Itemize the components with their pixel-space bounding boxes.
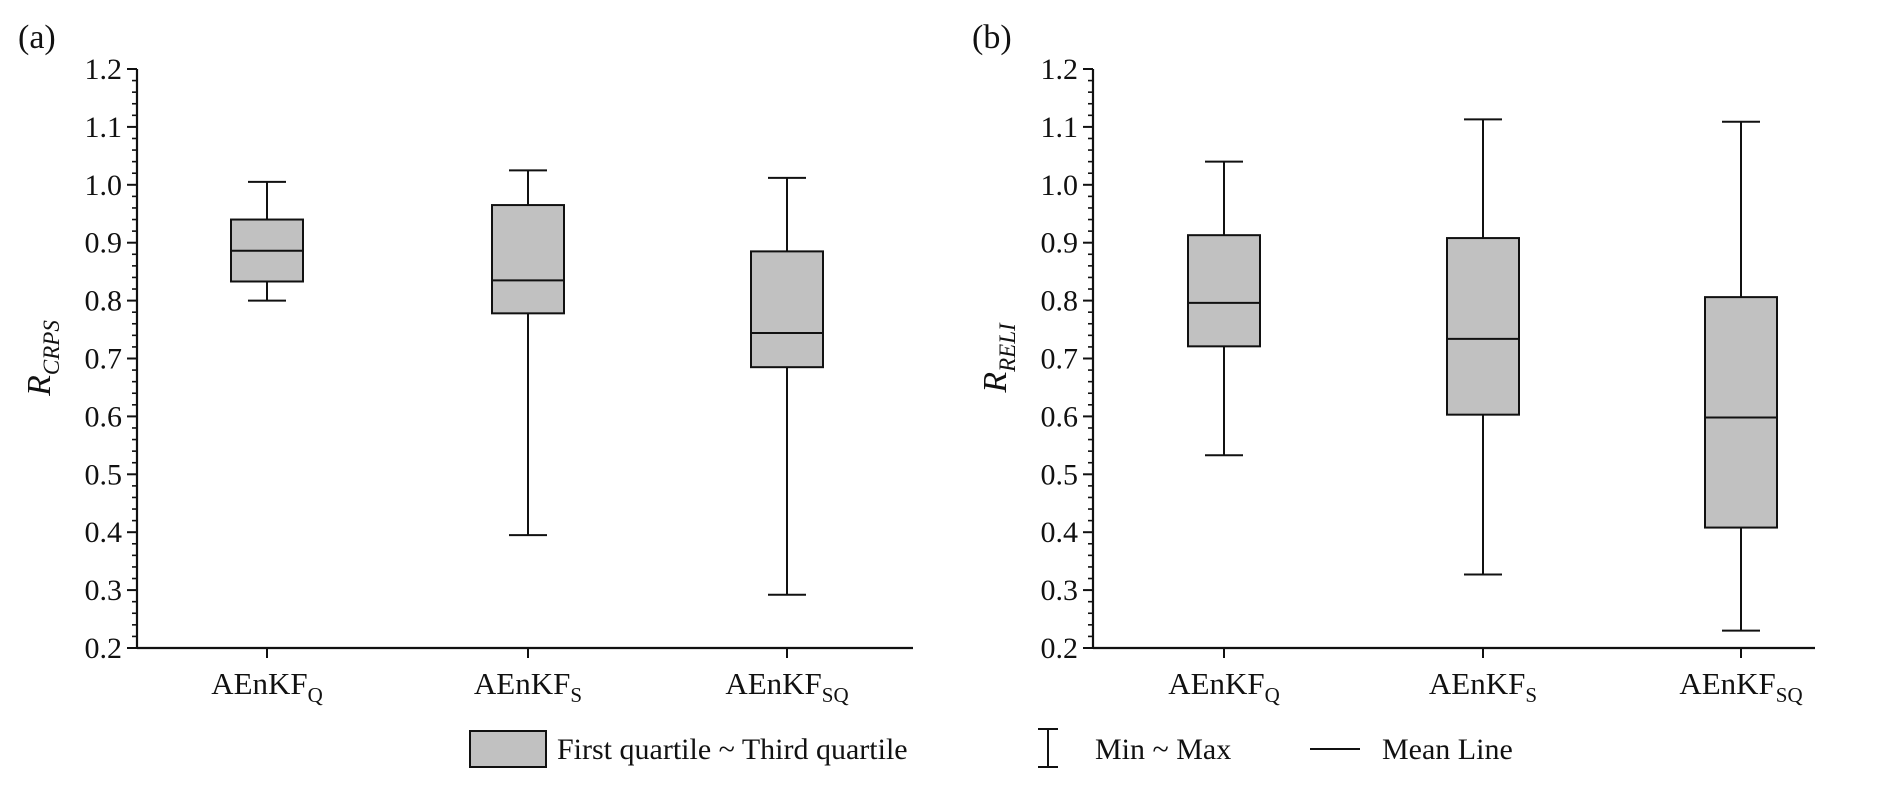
y-tick-label: 1.1 — [85, 111, 123, 144]
x-tick-label: AEnKFQ — [1168, 666, 1280, 707]
panel-tag: (a) — [18, 19, 56, 56]
y-tick-label: 1.0 — [85, 169, 123, 202]
panel-a: (a) RCRPS 0.2 0.3 0.4 0.5 0.6 0.7 0.8 0.9 1.0 1.1 1.… — [18, 19, 913, 707]
y-tick-label: 0.4 — [85, 516, 123, 549]
y-tick-label: 1.1 — [1041, 111, 1079, 144]
y-tick-label: 0.7 — [1041, 343, 1079, 376]
box-plot — [230, 180, 304, 302]
y-tick-label: 0.6 — [1041, 400, 1079, 433]
y-tick-label: 0.5 — [1041, 458, 1079, 491]
box-plot — [750, 176, 824, 596]
y-tick-label: 0.2 — [85, 632, 123, 665]
y-tick-label: 1.0 — [1041, 169, 1079, 202]
y-axis-label-sub: CRPS — [39, 320, 64, 375]
x-tick-label: AEnKFSQ — [1679, 666, 1802, 707]
quartile-box — [1446, 237, 1520, 416]
y-tick-label: 1.2 — [1041, 53, 1079, 86]
y-tick-label: 0.8 — [1041, 285, 1079, 318]
box-plot — [491, 169, 565, 537]
x-tick-label-main: AEnKF — [1168, 666, 1264, 701]
legend-mean-label: Mean Line — [1382, 733, 1513, 766]
x-tick-label-main: AEnKF — [474, 666, 570, 701]
x-tick-label: AEnKFSQ — [725, 666, 848, 707]
y-tick-label: 0.6 — [85, 400, 123, 433]
y-tick-label: 0.9 — [1041, 227, 1079, 260]
y-tick-label: 0.7 — [85, 343, 123, 376]
y-axis-label-main: R — [977, 372, 1014, 394]
legend-whisker-label: Min ~ Max — [1095, 733, 1231, 766]
y-tick-label: 0.3 — [1041, 574, 1079, 607]
y-tick-label: 0.5 — [85, 458, 123, 491]
y-axis-label-sub: RELI — [995, 322, 1020, 373]
box-plot — [1446, 118, 1520, 576]
x-tick-label-sub: Q — [1265, 683, 1280, 707]
x-tick-label-sub: Q — [308, 683, 323, 707]
x-tick-label: AEnKFS — [1429, 666, 1537, 707]
y-axis-label: RRELI — [977, 322, 1020, 394]
panel-tag: (b) — [972, 19, 1012, 56]
legend: First quartile ~ Third quartile Min ~ Ma… — [469, 728, 1513, 768]
y-tick-label: 0.4 — [1041, 516, 1079, 549]
x-tick-label-main: AEnKF — [725, 666, 821, 701]
quartile-box — [750, 250, 824, 369]
quartile-box — [1704, 296, 1778, 529]
x-tick-label-sub: SQ — [822, 683, 849, 707]
x-tick-label-main: AEnKF — [1429, 666, 1525, 701]
panel-b: (b) RRELI 0.2 0.3 0.4 0.5 0.6 0.7 0.8 0.9 1.0 1.1 1.… — [972, 19, 1815, 707]
legend-box-swatch — [469, 730, 547, 768]
y-tick-label: 0.8 — [85, 285, 123, 318]
y-tick-label: 1.2 — [85, 53, 123, 86]
x-tick-label: AEnKFQ — [211, 666, 323, 707]
legend-box-label: First quartile ~ Third quartile — [557, 733, 908, 766]
y-tick-label: 0.9 — [85, 227, 123, 260]
x-tick-label: AEnKFS — [474, 666, 582, 707]
quartile-box — [491, 204, 565, 315]
box-plot — [1704, 120, 1778, 632]
legend-whisker-icon — [1038, 728, 1058, 768]
x-tick-label-sub: S — [570, 683, 582, 707]
box-plot — [1187, 160, 1261, 457]
y-axis-label-main: R — [21, 375, 58, 397]
y-axis-label: RCRPS — [21, 320, 64, 397]
y-tick-label: 0.2 — [1041, 632, 1079, 665]
x-tick-label-sub: S — [1525, 683, 1537, 707]
y-tick-label: 0.3 — [85, 574, 123, 607]
x-tick-label-main: AEnKF — [211, 666, 307, 701]
x-tick-label-main: AEnKF — [1679, 666, 1775, 701]
quartile-box — [1187, 234, 1261, 348]
x-tick-label-sub: SQ — [1776, 683, 1803, 707]
